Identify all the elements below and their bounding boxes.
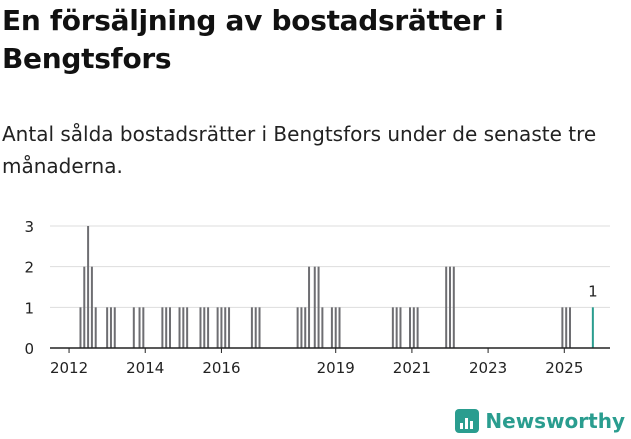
bar xyxy=(228,307,231,348)
bar xyxy=(165,307,168,348)
bar-chart: 0 1 2 3 1 2012 2014 2016 2019 2021 2023 2025 xyxy=(24,218,610,377)
bar xyxy=(565,307,568,348)
x-tick-label: 2012 xyxy=(50,359,88,377)
bar xyxy=(409,307,411,348)
bar xyxy=(313,266,316,348)
bar xyxy=(83,266,86,348)
bar xyxy=(317,266,320,348)
bar xyxy=(142,307,145,348)
bar xyxy=(87,226,90,348)
bar xyxy=(109,307,112,348)
x-tick-label: 2016 xyxy=(202,359,240,377)
bar xyxy=(161,307,164,348)
bar xyxy=(94,307,97,348)
bar xyxy=(569,307,571,348)
bar xyxy=(391,307,394,348)
bar xyxy=(412,307,415,348)
bar xyxy=(304,307,307,348)
bar xyxy=(220,307,223,348)
bar xyxy=(224,307,227,348)
bar xyxy=(199,307,202,348)
newsworthy-chart-icon xyxy=(455,409,480,433)
x-tick-label: 2025 xyxy=(545,359,583,377)
bar xyxy=(338,307,341,348)
bar xyxy=(334,307,337,348)
bar xyxy=(399,307,402,348)
bar xyxy=(138,307,141,348)
bar xyxy=(207,307,210,348)
bar xyxy=(445,266,448,348)
highlight-bar xyxy=(591,307,594,348)
x-tick-label: 2021 xyxy=(393,359,431,377)
bar xyxy=(186,307,189,348)
bar xyxy=(330,307,333,348)
newsworthy-logo: Newsworthy xyxy=(455,409,625,433)
bar xyxy=(452,266,455,348)
bar xyxy=(169,307,171,348)
bar xyxy=(308,266,311,348)
highlight-bar-label: 1 xyxy=(588,282,598,300)
bar xyxy=(182,307,185,348)
bar xyxy=(178,307,181,348)
bar xyxy=(258,307,261,348)
bar xyxy=(300,307,303,348)
bar xyxy=(216,307,219,348)
bar xyxy=(79,307,82,348)
x-tick-label: 2019 xyxy=(317,359,355,377)
chart-title: En försäljning av bostadsrätter i Bengts… xyxy=(2,4,504,75)
bar xyxy=(254,307,257,348)
bar xyxy=(250,307,253,348)
bar xyxy=(561,307,564,348)
bar xyxy=(90,266,93,348)
brand-name: Newsworthy xyxy=(485,409,625,433)
y-tick-label: 2 xyxy=(24,259,34,277)
chart-subtitle: Antal sålda bostadsrätter i Bengtsfors u… xyxy=(2,122,597,178)
bar xyxy=(416,307,419,348)
y-tick-label: 3 xyxy=(24,218,34,236)
bar xyxy=(296,307,299,348)
y-tick-label: 1 xyxy=(24,299,34,317)
bar xyxy=(113,307,116,348)
bar xyxy=(132,307,135,348)
x-tick-label: 2023 xyxy=(469,359,507,377)
y-tick-label: 0 xyxy=(24,340,34,358)
bar xyxy=(449,266,451,348)
bar xyxy=(203,307,206,348)
bar xyxy=(395,307,398,348)
x-tick-label: 2014 xyxy=(126,359,164,377)
bar xyxy=(106,307,109,348)
bar xyxy=(321,307,324,348)
